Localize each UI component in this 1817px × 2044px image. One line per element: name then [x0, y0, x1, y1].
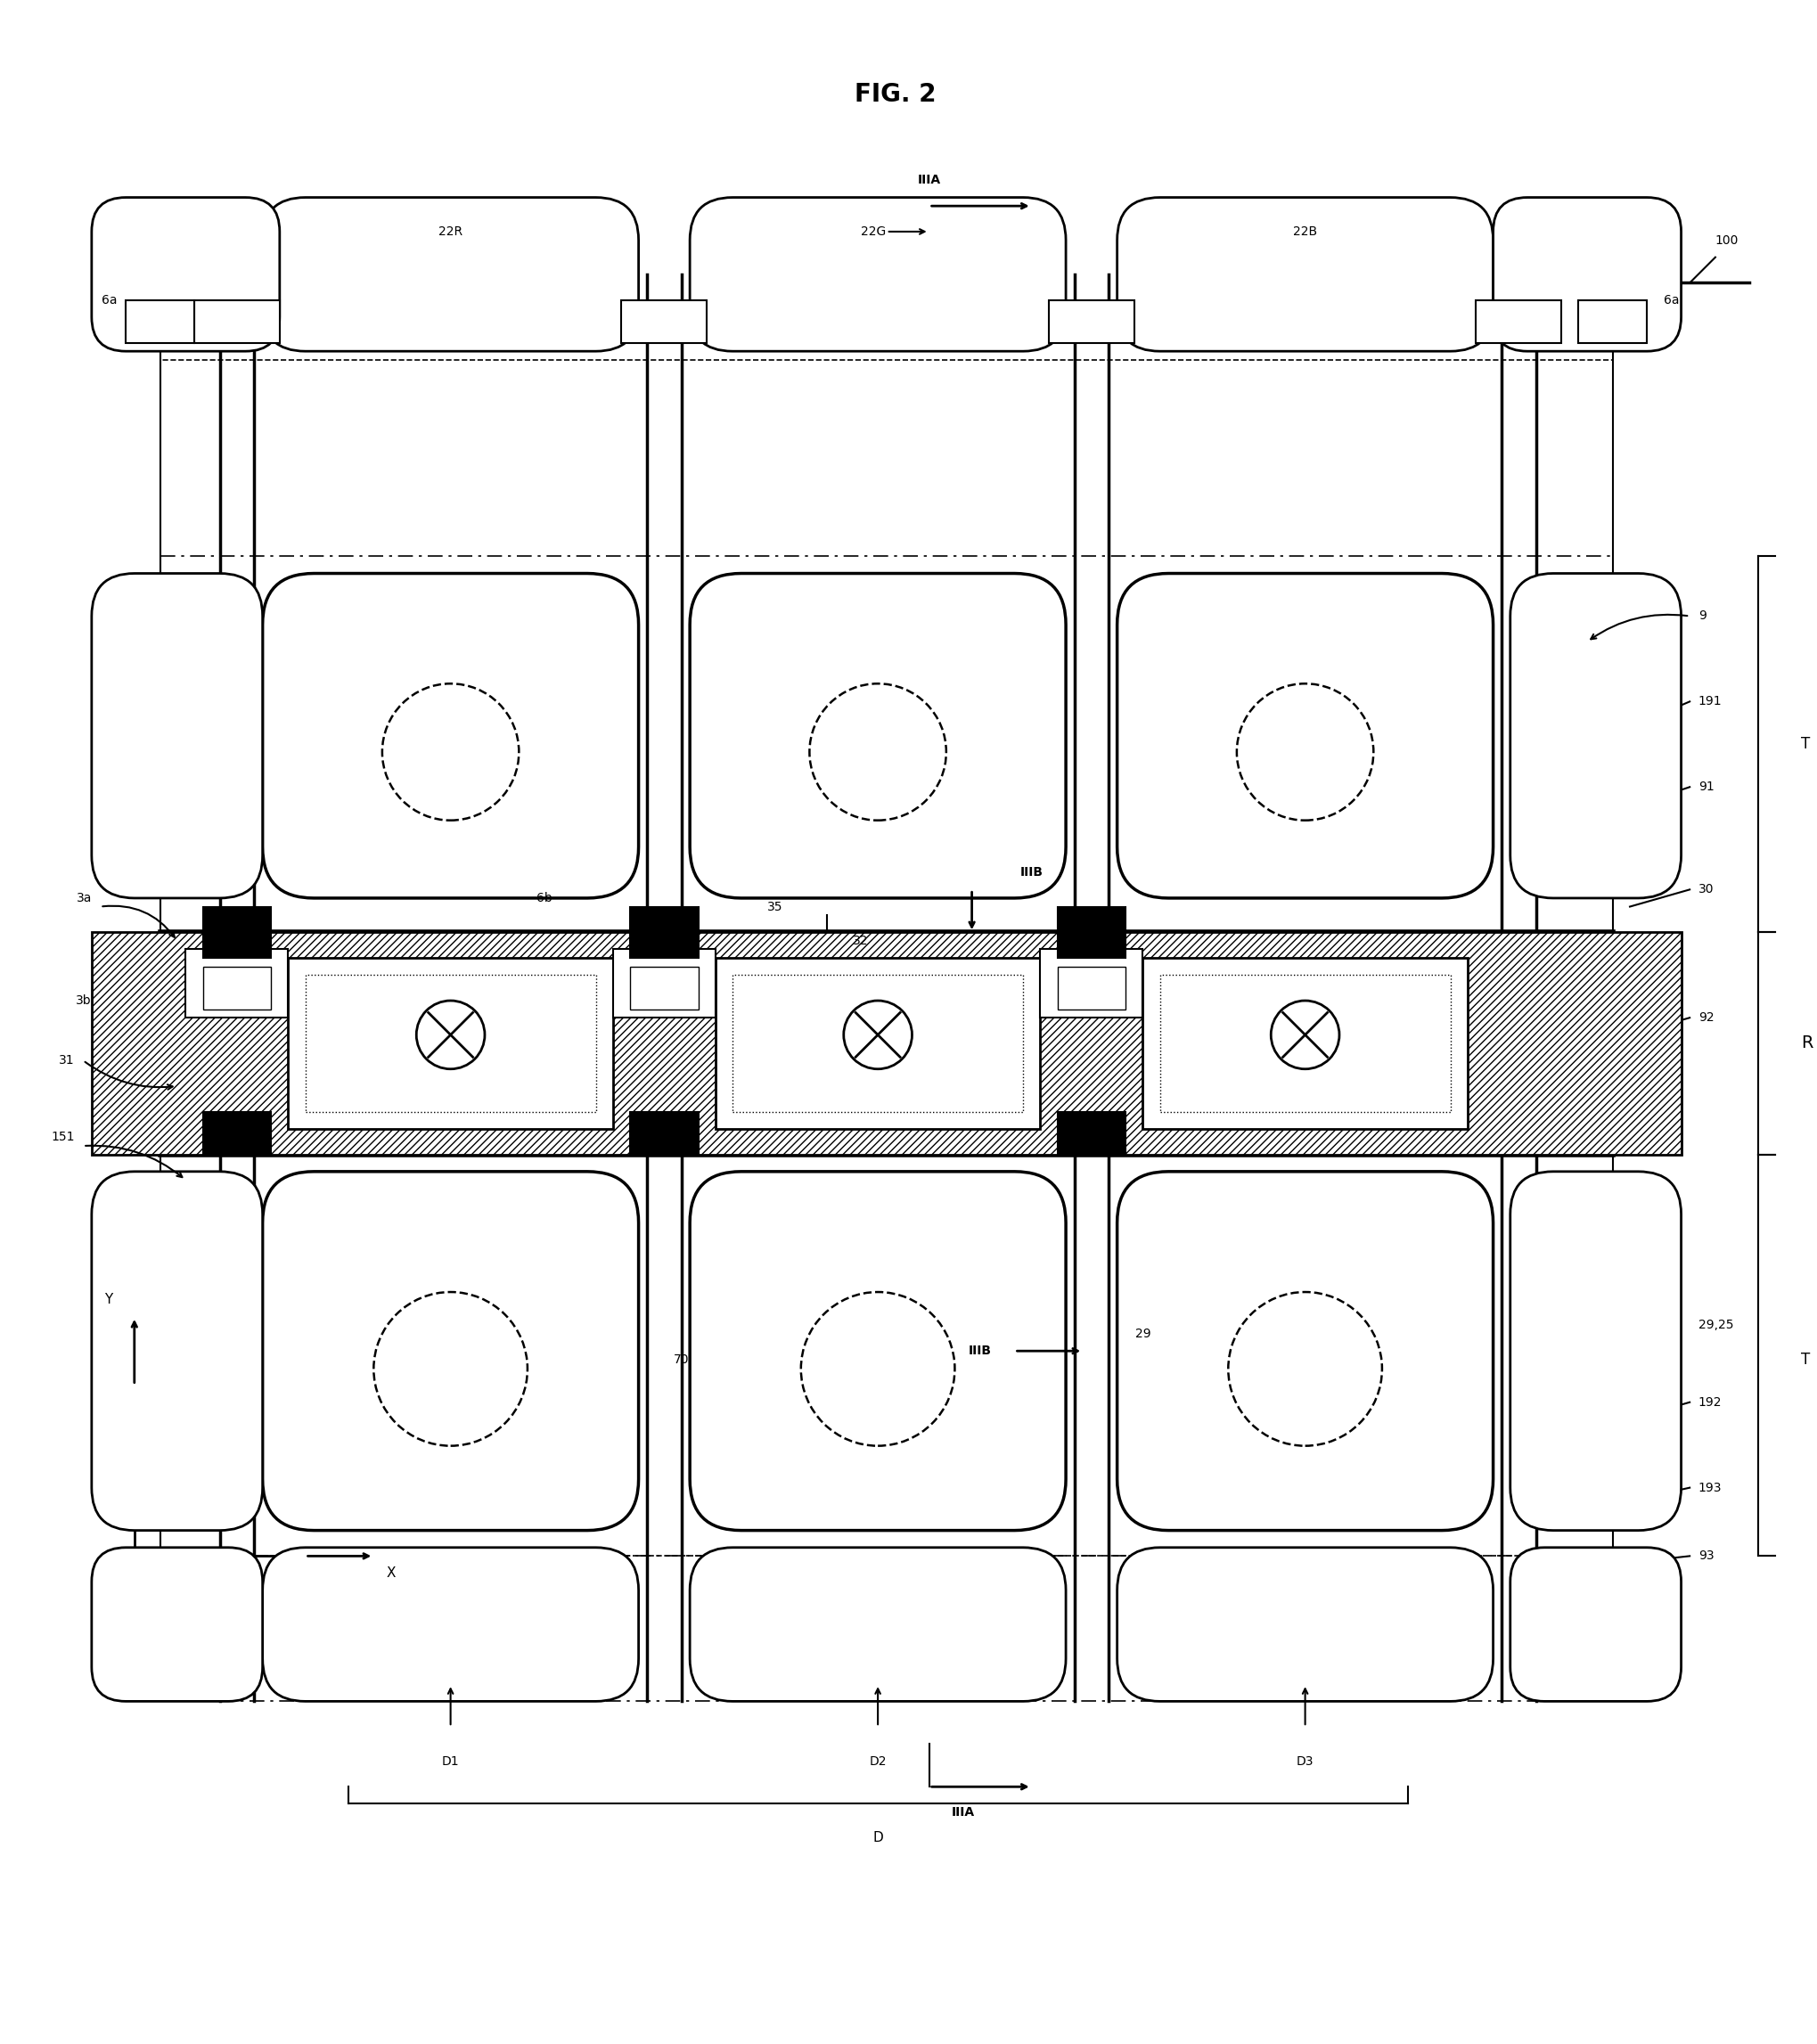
Text: 193: 193	[1697, 1482, 1721, 1494]
Bar	[1577, 300, 1646, 343]
FancyBboxPatch shape	[689, 1547, 1065, 1701]
Text: 31: 31	[58, 1055, 74, 1067]
Text: D1: D1	[442, 1756, 460, 1768]
Text: 29,25: 29,25	[1697, 1318, 1733, 1331]
Text: 29: 29	[1134, 1329, 1150, 1341]
Text: 100: 100	[1715, 233, 1739, 247]
Bar	[621, 300, 707, 343]
FancyBboxPatch shape	[262, 1171, 638, 1531]
FancyBboxPatch shape	[91, 1547, 262, 1701]
FancyBboxPatch shape	[689, 574, 1065, 897]
Text: 3b: 3b	[76, 993, 91, 1008]
Text: 6b: 6b	[536, 891, 552, 903]
Circle shape	[843, 1002, 912, 1069]
FancyBboxPatch shape	[262, 1547, 638, 1701]
Bar	[1475, 300, 1561, 343]
FancyBboxPatch shape	[91, 198, 280, 352]
Bar	[125, 300, 194, 343]
Text: 3a: 3a	[76, 891, 91, 903]
Bar	[1048, 300, 1134, 343]
Bar	[204, 1112, 271, 1155]
Bar	[630, 967, 698, 1010]
FancyBboxPatch shape	[1117, 574, 1492, 897]
Text: 151: 151	[51, 1130, 74, 1143]
Text: D2: D2	[869, 1756, 887, 1768]
FancyBboxPatch shape	[689, 1171, 1065, 1531]
Bar	[91, 932, 1681, 1155]
Bar	[1143, 959, 1466, 1128]
Text: X: X	[385, 1566, 396, 1580]
Text: D3: D3	[1296, 1756, 1314, 1768]
Text: 22G: 22G	[861, 225, 887, 237]
Text: 30: 30	[1697, 883, 1713, 895]
Bar	[194, 300, 280, 343]
FancyBboxPatch shape	[1117, 198, 1492, 352]
Bar	[204, 967, 271, 1010]
FancyBboxPatch shape	[1510, 1547, 1681, 1701]
Text: IIIA: IIIA	[918, 174, 941, 186]
Bar	[1057, 967, 1125, 1010]
Bar	[91, 932, 1681, 1155]
Text: T: T	[1801, 1351, 1810, 1367]
Text: 22R: 22R	[438, 225, 463, 237]
Bar	[305, 975, 596, 1112]
Text: IIIB: IIIB	[1019, 867, 1043, 879]
Bar	[612, 948, 716, 1018]
Text: 192: 192	[1697, 1396, 1721, 1408]
FancyBboxPatch shape	[689, 198, 1065, 352]
Text: 35: 35	[767, 901, 783, 914]
Circle shape	[416, 1002, 485, 1069]
FancyBboxPatch shape	[91, 1171, 262, 1531]
Text: T: T	[1801, 736, 1810, 752]
Text: IIIB: IIIB	[968, 1345, 992, 1357]
Bar	[185, 948, 289, 1018]
FancyBboxPatch shape	[1117, 1171, 1492, 1531]
Bar	[1057, 908, 1125, 959]
Bar	[630, 908, 698, 959]
FancyBboxPatch shape	[262, 198, 638, 352]
Text: FIG. 2: FIG. 2	[854, 82, 936, 108]
Text: 91: 91	[1697, 781, 1713, 793]
Text: 9: 9	[1697, 609, 1706, 621]
FancyBboxPatch shape	[1492, 198, 1681, 352]
Text: 6a: 6a	[102, 294, 118, 307]
FancyBboxPatch shape	[1510, 1171, 1681, 1531]
Bar	[289, 959, 612, 1128]
Circle shape	[1270, 1002, 1339, 1069]
Text: 32: 32	[852, 934, 869, 946]
Text: R: R	[1801, 1034, 1812, 1053]
Bar	[1039, 948, 1143, 1018]
Text: 93: 93	[1697, 1549, 1713, 1562]
FancyBboxPatch shape	[262, 574, 638, 897]
FancyBboxPatch shape	[1510, 574, 1681, 897]
Text: D: D	[872, 1831, 883, 1844]
Bar	[1159, 975, 1450, 1112]
Text: 70: 70	[672, 1353, 689, 1365]
Text: IIIA: IIIA	[952, 1807, 974, 1819]
Text: Y: Y	[105, 1294, 113, 1306]
Bar	[204, 908, 271, 959]
Bar	[732, 975, 1023, 1112]
Bar	[1057, 1112, 1125, 1155]
Bar	[716, 959, 1039, 1128]
FancyBboxPatch shape	[91, 574, 262, 897]
Bar	[160, 360, 1612, 1555]
Text: 22B: 22B	[1292, 225, 1317, 237]
Text: 6a: 6a	[1663, 294, 1679, 307]
Text: 92: 92	[1697, 1012, 1713, 1024]
Bar	[630, 1112, 698, 1155]
Text: 191: 191	[1697, 695, 1721, 707]
FancyBboxPatch shape	[1117, 1547, 1492, 1701]
